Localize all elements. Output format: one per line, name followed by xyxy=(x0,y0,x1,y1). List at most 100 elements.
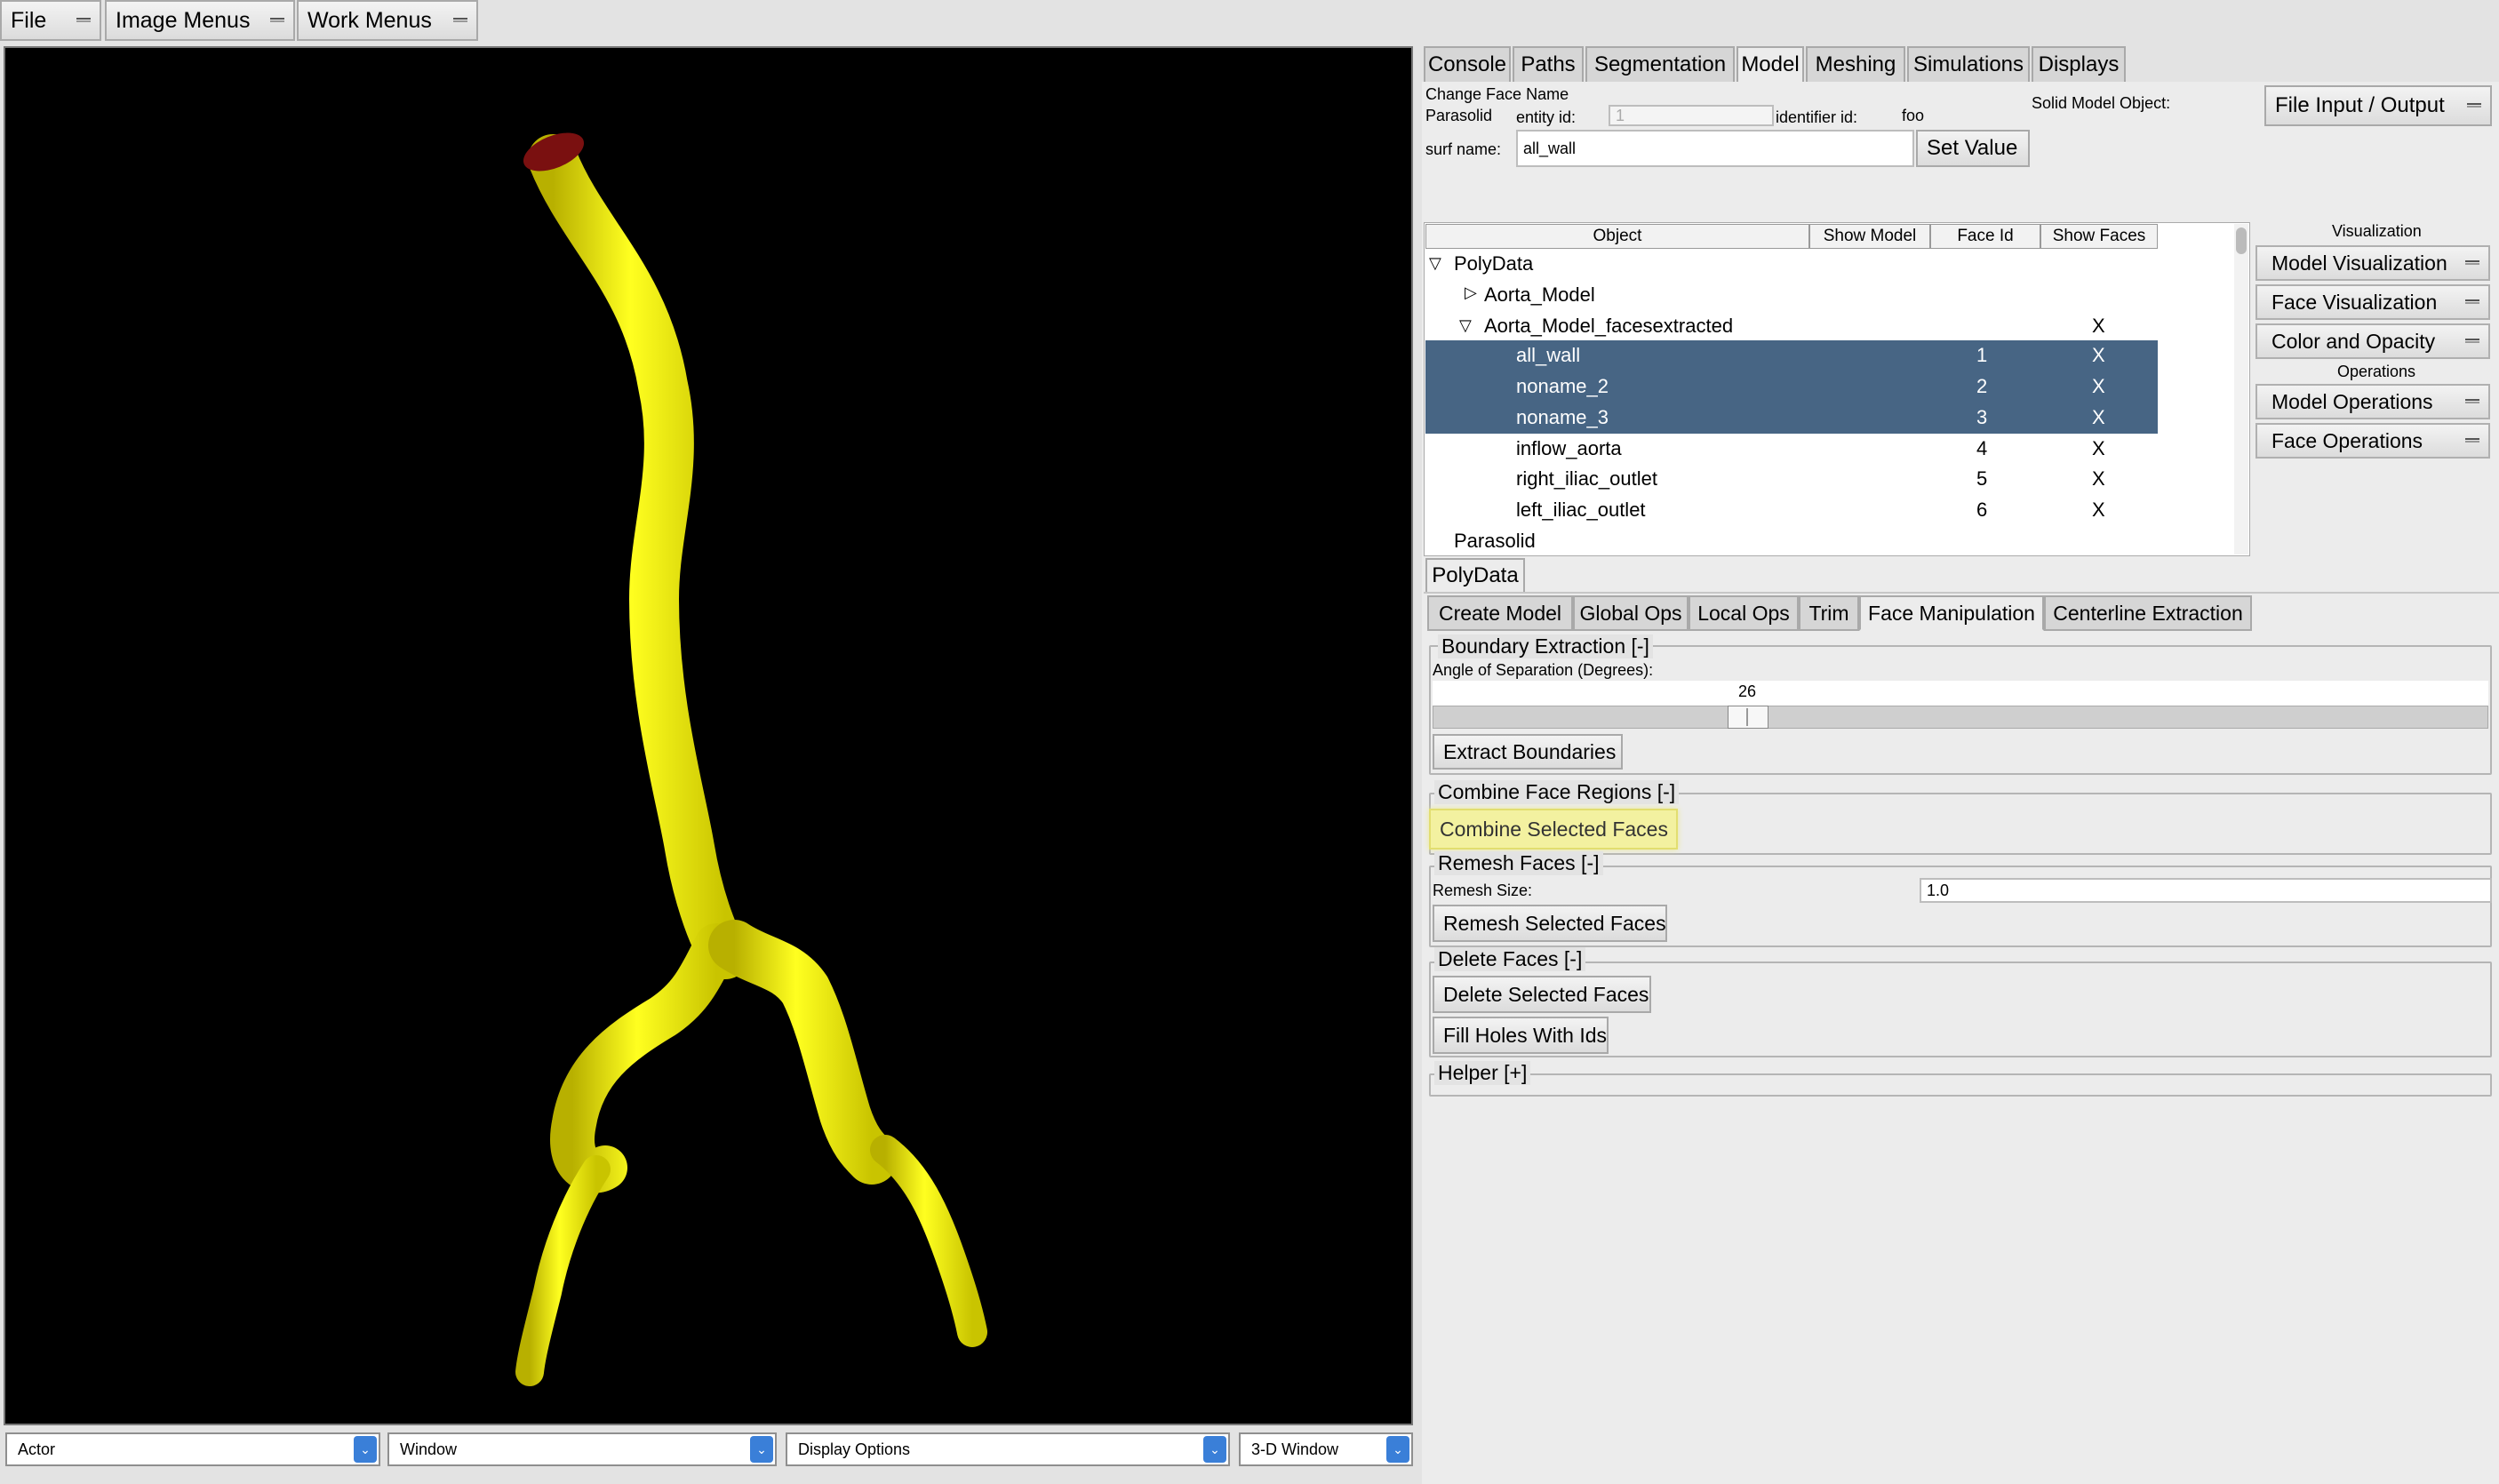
face-name: right_iliac_outlet xyxy=(1516,467,1657,490)
angle-slider-track[interactable] xyxy=(1433,706,2488,729)
model-visualization-button[interactable]: Model Visualization xyxy=(2255,245,2490,281)
tree-row-face[interactable]: right_iliac_outlet 5 X xyxy=(1425,464,2158,495)
button-label: Fill Holes With Ids xyxy=(1443,1023,1608,1047)
work-menus-label: Work Menus xyxy=(307,7,432,33)
image-menus-button[interactable]: Image Menus xyxy=(105,0,295,41)
tab-create-model[interactable]: Create Model xyxy=(1427,595,1573,631)
identifier-id-value: foo xyxy=(1902,107,1925,124)
tree-scrollbar[interactable] xyxy=(2234,224,2248,555)
column-header-object[interactable]: Object xyxy=(1425,224,1809,249)
column-header-face-id[interactable]: Face Id xyxy=(1930,224,2040,249)
face-id: 1 xyxy=(1976,344,1988,366)
surf-name-value: all_wall xyxy=(1523,139,1577,157)
tree-scrollbar-thumb[interactable] xyxy=(2236,227,2247,254)
extract-boundaries-button[interactable]: Extract Boundaries xyxy=(1433,734,1623,770)
file-io-button[interactable]: File Input / Output xyxy=(2264,85,2492,126)
surf-name-input[interactable]: all_wall xyxy=(1516,130,1914,167)
tab-simulations[interactable]: Simulations xyxy=(1907,46,2030,84)
face-id: 5 xyxy=(1976,467,1988,490)
view-window-select[interactable]: 3-D Window ⌄ xyxy=(1239,1432,1413,1466)
file-menu-button[interactable]: File xyxy=(0,0,101,41)
header-label: Show Model xyxy=(1823,227,1917,245)
tree-row-parasolid[interactable]: Parasolid xyxy=(1425,526,2163,557)
tree-row-face[interactable]: inflow_aorta 4 X xyxy=(1425,434,2158,465)
angle-slider-handle[interactable] xyxy=(1728,706,1768,729)
menu-dash-icon xyxy=(270,18,284,22)
delete-faces-title[interactable]: Delete Faces [-] xyxy=(1434,947,1586,971)
show-faces-mark: X xyxy=(2092,467,2105,490)
tab-label: Meshing xyxy=(1815,52,1896,76)
face-operations-button[interactable]: Face Operations xyxy=(2255,423,2490,459)
menu-dash-icon xyxy=(2465,438,2479,443)
boundary-extraction-title[interactable]: Boundary Extraction [-] xyxy=(1438,634,1653,658)
slider-value-area xyxy=(1433,681,2488,706)
tab-segmentation[interactable]: Segmentation xyxy=(1585,46,1735,84)
3d-viewport[interactable] xyxy=(4,46,1413,1425)
solid-model-object-label: Solid Model Object: xyxy=(2032,94,2171,112)
tree-label: PolyData xyxy=(1454,252,1534,275)
tab-label: Console xyxy=(1427,52,1507,76)
display-options-select[interactable]: Display Options ⌄ xyxy=(786,1432,1230,1466)
tree-row-face[interactable]: noname_2 2 X xyxy=(1425,371,2158,403)
column-header-show-model[interactable]: Show Model xyxy=(1809,224,1930,249)
tree-row-face[interactable]: all_wall 1 X xyxy=(1425,340,2158,371)
tree-row-face[interactable]: left_iliac_outlet 6 X xyxy=(1425,495,2158,526)
surf-name-label: surf name: xyxy=(1425,140,1502,158)
face-id: 4 xyxy=(1976,437,1988,459)
entity-id-value: 1 xyxy=(1616,106,1625,124)
tab-face-manipulation[interactable]: Face Manipulation xyxy=(1859,595,2044,631)
expand-triangle-icon: ▷ xyxy=(1465,283,1477,301)
remesh-selected-faces-button[interactable]: Remesh Selected Faces xyxy=(1433,905,1667,942)
button-label: Model Operations xyxy=(2271,389,2433,413)
menu-dash-icon xyxy=(453,18,467,22)
tab-model[interactable]: Model xyxy=(1737,46,1804,84)
file-io-label: File Input / Output xyxy=(2275,93,2445,117)
actor-select[interactable]: Actor ⌄ xyxy=(5,1432,380,1466)
combine-selected-faces-button[interactable]: Combine Selected Faces xyxy=(1429,809,1678,850)
combine-faces-title[interactable]: Combine Face Regions [-] xyxy=(1434,780,1680,804)
delete-faces-group xyxy=(1429,961,2492,1057)
set-value-button[interactable]: Set Value xyxy=(1916,130,2030,167)
tab-global-ops[interactable]: Global Ops xyxy=(1573,595,1689,631)
tab-centerline-extraction[interactable]: Centerline Extraction xyxy=(2044,595,2252,631)
remesh-size-input[interactable]: 1.0 xyxy=(1920,878,2492,903)
face-name: noname_3 xyxy=(1516,406,1609,428)
work-menus-button[interactable]: Work Menus xyxy=(297,0,478,41)
tree-row-face[interactable]: noname_3 3 X xyxy=(1425,403,2158,434)
delete-selected-faces-button[interactable]: Delete Selected Faces xyxy=(1433,976,1651,1013)
tab-displays[interactable]: Displays xyxy=(2032,46,2126,84)
window-select[interactable]: Window ⌄ xyxy=(387,1432,777,1466)
dropdown-arrow-icon: ⌄ xyxy=(354,1436,377,1463)
model-operations-button[interactable]: Model Operations xyxy=(2255,384,2490,419)
remesh-size-value: 1.0 xyxy=(1927,881,1950,899)
fill-holes-with-ids-button[interactable]: Fill Holes With Ids xyxy=(1433,1017,1609,1054)
tree-label: Parasolid xyxy=(1454,530,1536,552)
menu-dash-icon xyxy=(2465,299,2479,304)
display-options-value: Display Options xyxy=(798,1440,911,1458)
button-label: Face Operations xyxy=(2271,428,2423,452)
face-id: 6 xyxy=(1976,499,1988,521)
tab-polydata[interactable]: PolyData xyxy=(1425,558,1525,594)
tree-row-polydata[interactable]: ▽ PolyData xyxy=(1425,249,2163,280)
color-opacity-button[interactable]: Color and Opacity xyxy=(2255,323,2490,359)
tab-meshing[interactable]: Meshing xyxy=(1806,46,1905,84)
collapse-triangle-icon: ▽ xyxy=(1459,316,1472,334)
face-visualization-button[interactable]: Face Visualization xyxy=(2255,284,2490,320)
tab-label: Simulations xyxy=(1912,52,2024,76)
menu-dash-icon xyxy=(2465,399,2479,403)
tab-paths[interactable]: Paths xyxy=(1513,46,1584,84)
change-face-title: Change Face Name xyxy=(1425,85,1569,103)
tab-local-ops[interactable]: Local Ops xyxy=(1689,595,1799,631)
helper-title[interactable]: Helper [+] xyxy=(1434,1061,1531,1085)
tab-trim[interactable]: Trim xyxy=(1799,595,1859,631)
menu-dash-icon xyxy=(2465,260,2479,265)
menu-dash-icon xyxy=(76,18,91,22)
tree-row-aorta-model[interactable]: ▷ Aorta_Model xyxy=(1425,280,2163,311)
menu-dash-icon xyxy=(2467,103,2481,108)
column-header-show-faces[interactable]: Show Faces xyxy=(2040,224,2158,249)
tree-label: Aorta_Model xyxy=(1484,283,1595,306)
remesh-faces-title[interactable]: Remesh Faces [-] xyxy=(1434,851,1603,875)
tab-console[interactable]: Console xyxy=(1424,46,1511,84)
button-label: Combine Selected Faces xyxy=(1440,817,1668,841)
tree-row-faces-extracted[interactable]: ▽ Aorta_Model_facesextracted X xyxy=(1425,311,2163,342)
